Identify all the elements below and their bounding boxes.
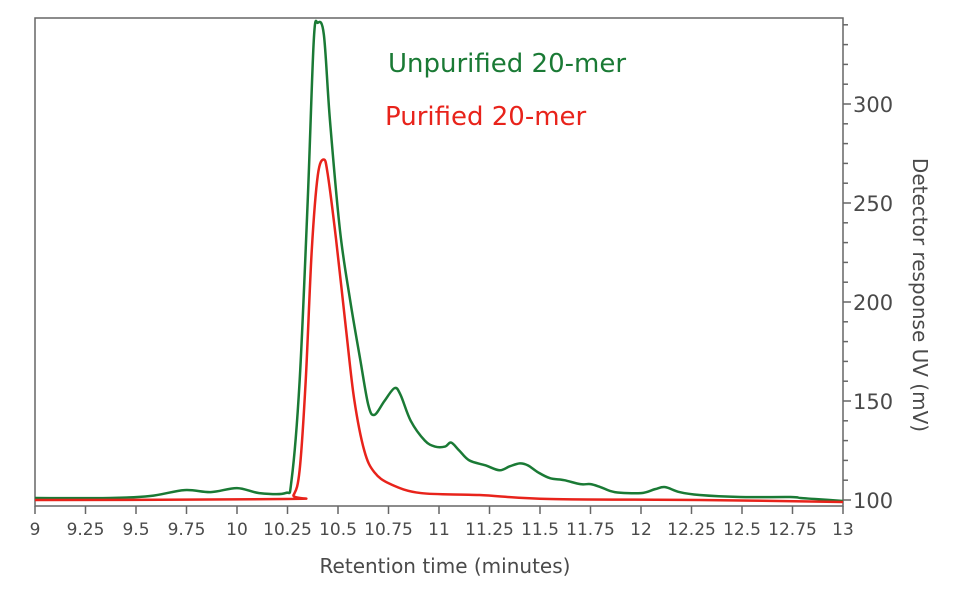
legend-purified: Purified 20-mer bbox=[385, 102, 587, 132]
series-line-unpurified bbox=[34, 19, 844, 503]
series-line-purified bbox=[34, 158, 844, 504]
y-tick-label: 300 bbox=[853, 93, 893, 117]
x-tick-label: 12.75 bbox=[768, 520, 817, 540]
series-lines bbox=[34, 19, 844, 504]
y-tick-label: 150 bbox=[853, 390, 893, 414]
y-axis-title: Detector response UV (mV) bbox=[908, 158, 932, 432]
x-tick-label: 9 bbox=[30, 520, 41, 540]
legend-unpurified: Unpurified 20-mer bbox=[388, 49, 626, 79]
x-tick-label: 11.5 bbox=[521, 520, 559, 540]
x-tick-label: 11.75 bbox=[566, 520, 615, 540]
x-tick-label: 12.5 bbox=[723, 520, 761, 540]
x-tick-label: 11.25 bbox=[465, 520, 514, 540]
x-tick-label: 10.25 bbox=[263, 520, 312, 540]
x-tick-label: 9.5 bbox=[122, 520, 149, 540]
x-tick-label: 10 bbox=[226, 520, 248, 540]
y-tick-label: 200 bbox=[853, 291, 893, 315]
x-axis: 9 9.25 9.5 9.75 10 10.25 10.5 10.75 11 11.25 11.5 1… bbox=[30, 506, 854, 540]
x-tick-label: 10.75 bbox=[364, 520, 413, 540]
x-tick-label: 10.5 bbox=[319, 520, 357, 540]
x-tick-label: 12 bbox=[630, 520, 652, 540]
x-tick-label: 12.25 bbox=[667, 520, 716, 540]
x-tick-label: 9.25 bbox=[67, 520, 105, 540]
x-axis-title: Retention time (minutes) bbox=[320, 554, 571, 578]
x-tick-label: 11 bbox=[428, 520, 450, 540]
y-tick-label: 250 bbox=[853, 192, 893, 216]
x-tick-label: 9.75 bbox=[168, 520, 206, 540]
y-axis: 100 150 200 250 300 bbox=[843, 24, 893, 513]
x-tick-label: 13 bbox=[832, 520, 854, 540]
plot-frame bbox=[34, 17, 844, 507]
y-tick-label: 100 bbox=[853, 489, 893, 513]
